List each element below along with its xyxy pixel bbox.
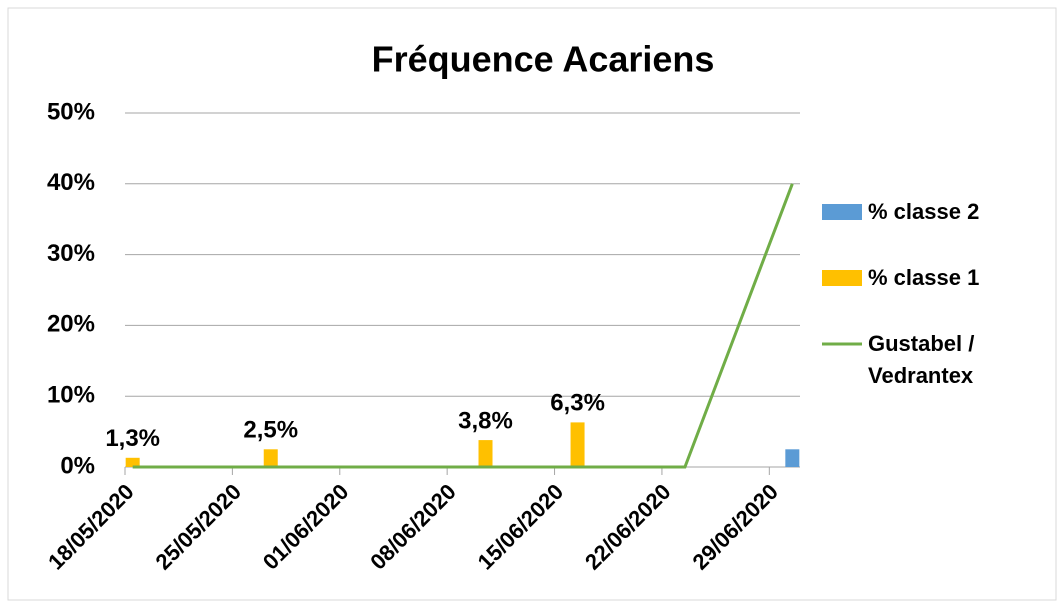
legend-swatch bbox=[822, 342, 862, 346]
bar bbox=[785, 449, 800, 467]
bar bbox=[263, 449, 278, 467]
legend: % classe 2 % classe 1 Gustabel / Vedrantex bbox=[822, 196, 1022, 426]
bar bbox=[570, 422, 585, 467]
legend-label: % classe 1 bbox=[868, 265, 980, 290]
line bbox=[132, 183, 794, 469]
legend-label: % classe 2 bbox=[868, 199, 980, 224]
data-label: 3,8% bbox=[458, 407, 513, 434]
legend-box bbox=[822, 270, 862, 286]
legend-label: Gustabel / Vedrantex bbox=[868, 331, 975, 388]
y-tick-label: 10% bbox=[47, 382, 95, 409]
chart-title: Fréquence Acariens bbox=[372, 39, 715, 80]
data-label: 6,3% bbox=[550, 390, 605, 417]
y-tick-label: 50% bbox=[47, 98, 95, 125]
legend-item: % classe 1 bbox=[822, 262, 1022, 294]
legend-swatch bbox=[822, 270, 862, 286]
data-label: 1,3% bbox=[105, 425, 160, 452]
legend-item: % classe 2 bbox=[822, 196, 1022, 228]
legend-swatch bbox=[822, 204, 862, 220]
y-tick-label: 20% bbox=[47, 311, 95, 338]
bar bbox=[125, 457, 140, 467]
data-label: 2,5% bbox=[243, 417, 298, 444]
y-tick-label: 40% bbox=[47, 169, 95, 196]
legend-box bbox=[822, 204, 862, 220]
y-tick-label: 30% bbox=[47, 240, 95, 267]
bar bbox=[478, 440, 493, 467]
legend-item: Gustabel / Vedrantex bbox=[822, 328, 1022, 392]
y-tick-label: 0% bbox=[60, 452, 95, 479]
chart-frame bbox=[7, 7, 1057, 601]
